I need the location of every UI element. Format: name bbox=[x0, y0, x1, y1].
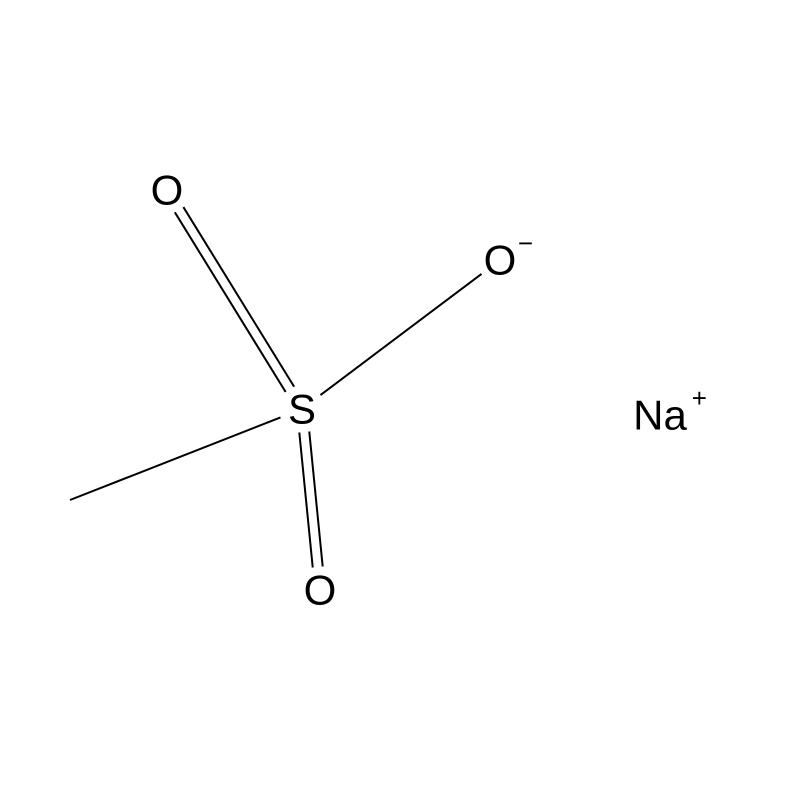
atom-label-o: O bbox=[304, 567, 337, 614]
bond-single bbox=[70, 417, 280, 500]
atom-label-o: O bbox=[151, 167, 184, 214]
atom-label-s: S bbox=[288, 386, 316, 433]
molecule-diagram: SOOO−Na+ bbox=[0, 0, 800, 800]
charge-minus: − bbox=[518, 228, 533, 258]
bond-double bbox=[175, 212, 286, 392]
atom-label-o: O bbox=[484, 237, 517, 284]
atom-label-na: Na bbox=[633, 392, 687, 439]
charge-plus: + bbox=[692, 383, 707, 413]
bond-double bbox=[183, 207, 294, 387]
bond-single bbox=[320, 274, 481, 395]
